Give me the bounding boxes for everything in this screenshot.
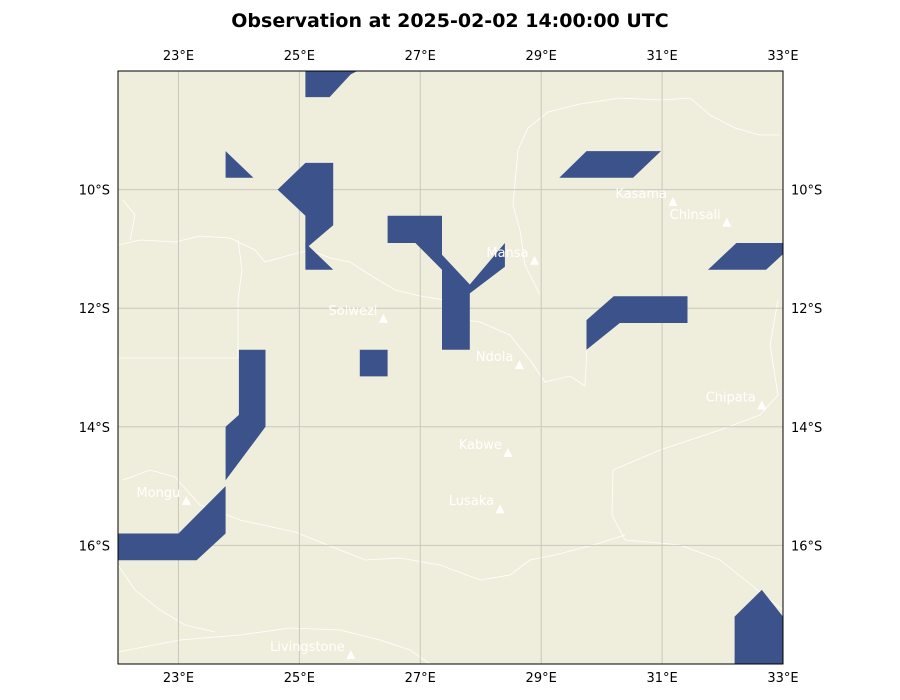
border-line [512, 97, 780, 206]
observation-cell [387, 215, 505, 350]
city-label: Kasama [615, 187, 667, 202]
lon-tick-label-top: 27°E [405, 49, 436, 64]
city-triangle-icon [530, 255, 540, 265]
lon-tick-label-top: 33°E [767, 49, 798, 64]
lon-tick-label-top: 29°E [526, 49, 557, 64]
map-title: Observation at 2025-02-02 14:00:00 UTC [231, 10, 669, 32]
observation-layer [118, 71, 783, 664]
city-label: Mansa [486, 246, 528, 261]
observation-cell [559, 151, 661, 178]
city-label: Chinsali [670, 208, 721, 223]
city-label: Mongu [136, 486, 180, 501]
observation-cell [586, 296, 688, 350]
city-label: Ndola [476, 350, 514, 365]
city-label: Kabwe [459, 438, 502, 453]
border-line [118, 239, 243, 359]
lon-tick-label-bottom: 25°E [284, 671, 315, 686]
city-triangle-icon [722, 217, 732, 227]
observation-cell [359, 349, 388, 377]
lat-tick-label-right: 12°S [791, 302, 822, 317]
lon-tick-label-top: 25°E [284, 49, 315, 64]
lon-tick-label-bottom: 29°E [526, 671, 557, 686]
border-line [118, 627, 431, 664]
border-line [624, 539, 783, 611]
city-label: Lusaka [449, 494, 494, 509]
border-line [118, 235, 351, 263]
lat-tick-label-left: 14°S [79, 421, 110, 436]
lon-tick-label-top: 23°E [163, 49, 194, 64]
city-label: Solwezi [329, 304, 378, 319]
city-triangle-icon [514, 360, 524, 370]
lon-tick-label-top: 31°E [646, 49, 677, 64]
border-line [122, 199, 136, 241]
city-triangle-icon [378, 313, 388, 323]
lat-tick-label-left: 10°S [79, 184, 110, 199]
lon-tick-label-bottom: 31°E [646, 671, 677, 686]
lat-tick-label-left: 16°S [79, 539, 110, 554]
lon-tick-label-bottom: 33°E [767, 671, 798, 686]
observation-cell [118, 486, 226, 561]
observation-cell [305, 243, 334, 270]
city-triangle-icon [503, 447, 513, 457]
border-line [118, 564, 216, 633]
land-area [118, 71, 783, 664]
city-triangle-icon [346, 650, 356, 660]
lon-tick-label-bottom: 23°E [163, 671, 194, 686]
observation-cell [225, 151, 254, 178]
lat-tick-label-right: 10°S [791, 184, 822, 199]
border-line [122, 469, 626, 581]
border-line [512, 204, 541, 296]
city-label: Livingstone [270, 640, 345, 655]
lon-tick-label-bottom: 27°E [405, 671, 436, 686]
map-frame [117, 70, 784, 665]
city-triangle-icon [495, 504, 505, 514]
lat-tick-label-left: 12°S [79, 302, 110, 317]
observation-cell [708, 243, 783, 270]
border-line [611, 299, 779, 541]
city-triangle-icon [181, 495, 191, 505]
city-triangle-icon [668, 197, 678, 207]
city-triangle-icon [757, 400, 767, 410]
observation-cell [225, 349, 266, 481]
axis-labels: 23°E 23°E 25°E 25°E 27°E 27°E 29°E 29°E 31°E 31°E… [79, 49, 823, 686]
lat-tick-label-right: 16°S [791, 539, 822, 554]
observation-cell [305, 71, 354, 98]
lat-tick-label-right: 14°S [791, 421, 822, 436]
observation-cell [734, 589, 783, 664]
observation-cell [277, 162, 334, 249]
city-label: Chipata [706, 390, 756, 405]
